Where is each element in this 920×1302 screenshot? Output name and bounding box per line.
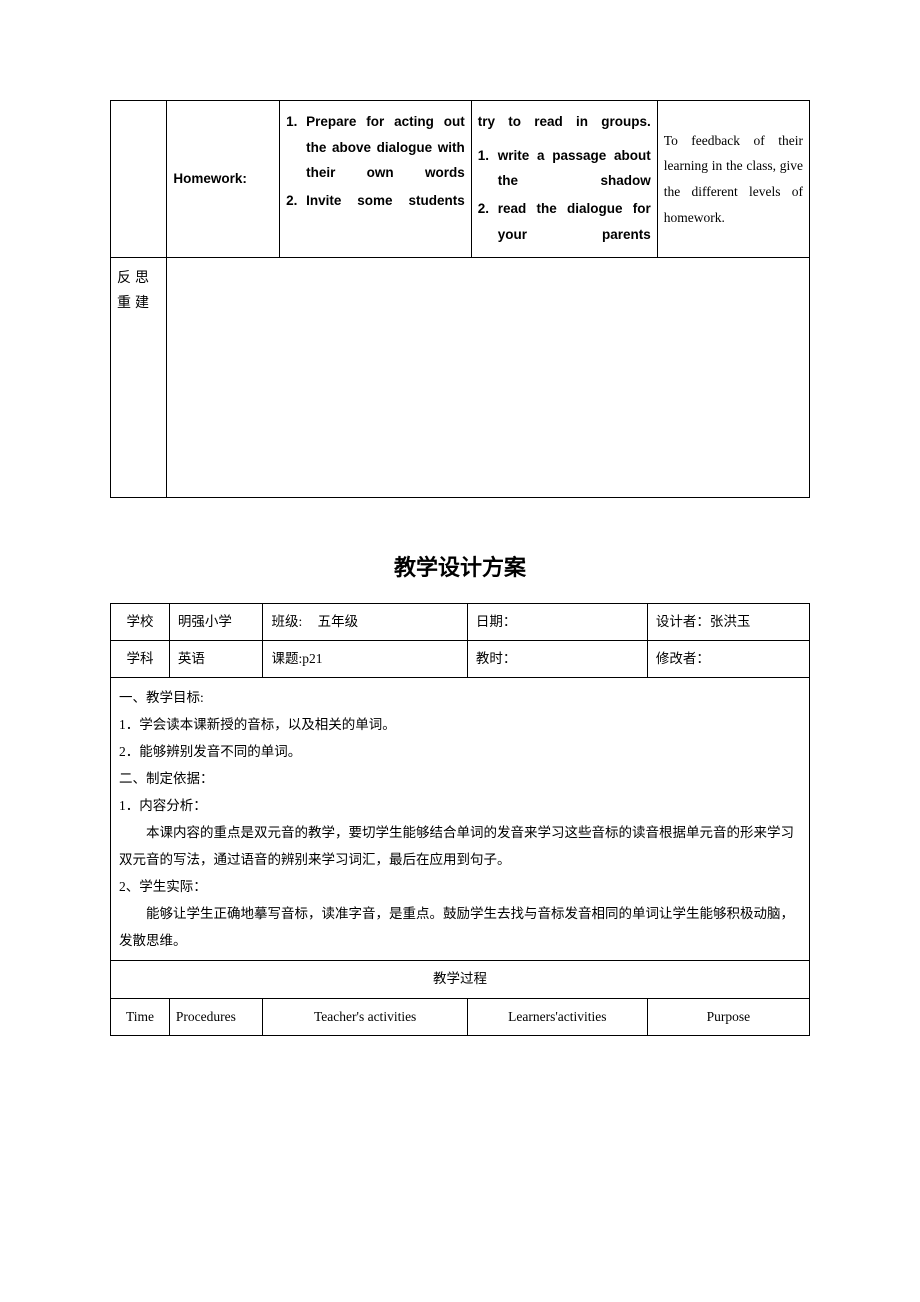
- homework-row: Homework: 1. Prepare for acting out the …: [111, 101, 810, 258]
- reflection-content-cell: [167, 258, 810, 498]
- list-content: read the dialogue for your parents: [498, 196, 651, 247]
- list-item: 2. Invite some students: [286, 188, 465, 214]
- class-label: 班级:: [271, 614, 302, 629]
- content-analysis-text: 本课内容的重点是双元音的教学，要切学生能够结合单词的发音来学习这些音标的读音根据…: [119, 819, 801, 873]
- reviser-label: 修改者：: [647, 641, 809, 678]
- objectives-title: 一、教学目标:: [119, 684, 801, 711]
- lesson-plan-table-1: Homework: 1. Prepare for acting out the …: [110, 100, 810, 498]
- student-reality-title: 2、学生实际：: [119, 873, 801, 900]
- reflection-label-cell: 反思重建: [111, 258, 167, 498]
- reflection-label: 反思重建: [117, 271, 153, 311]
- list-item: 2. read the dialogue for your parents: [478, 196, 651, 247]
- school-label: 学校: [111, 603, 170, 640]
- list-content: write a passage about the shadow: [498, 143, 651, 194]
- learner-activities-column: Learners'activities: [467, 998, 647, 1035]
- lesson-plan-table-2: 学校 明强小学 班级: 五年级 日期： 设计者：张洪玉 学科 英语 课题:p21…: [110, 603, 810, 1036]
- class-value: 五年级: [318, 614, 359, 629]
- list-content: Prepare for acting out the above dialogu…: [306, 109, 465, 186]
- list-number: 1.: [478, 143, 498, 194]
- content-row: 一、教学目标: 1．学会读本课新授的音标，以及相关的单词。 2．能够辨别发音不同…: [111, 678, 810, 961]
- school-value: 明强小学: [169, 603, 263, 640]
- list-number: 2.: [478, 196, 498, 247]
- subject-value: 英语: [169, 641, 263, 678]
- empty-cell: [111, 101, 167, 258]
- header-row-2: 学科 英语 课题:p21 教时： 修改者：: [111, 641, 810, 678]
- purpose-column: Purpose: [647, 998, 809, 1035]
- designer-cell: 设计者：张洪玉: [647, 603, 809, 640]
- list-item: 1. write a passage about the shadow: [478, 143, 651, 194]
- list-number: 1.: [286, 109, 306, 186]
- time-column: Time: [111, 998, 170, 1035]
- homework-label-cell: Homework:: [167, 101, 280, 258]
- learner-homework-cell: try to read in groups. 1. write a passag…: [471, 101, 657, 258]
- period-label: 教时：: [467, 641, 647, 678]
- topic-cell: 课题:p21: [263, 641, 467, 678]
- intro-text: try to read in groups.: [478, 109, 651, 135]
- content-cell: 一、教学目标: 1．学会读本课新授的音标，以及相关的单词。 2．能够辨别发音不同…: [111, 678, 810, 961]
- purpose-text: To feedback of their learning in the cla…: [664, 128, 803, 231]
- teacher-homework-cell: 1. Prepare for acting out the above dial…: [280, 101, 472, 258]
- subject-label: 学科: [111, 641, 170, 678]
- date-label: 日期：: [467, 603, 647, 640]
- reflection-row: 反思重建: [111, 258, 810, 498]
- purpose-cell: To feedback of their learning in the cla…: [657, 101, 809, 258]
- list-content: Invite some students: [306, 188, 465, 214]
- basis-title: 二、制定依据：: [119, 765, 801, 792]
- objective-1: 1．学会读本课新授的音标，以及相关的单词。: [119, 711, 801, 738]
- teacher-activities-column: Teacher's activities: [263, 998, 467, 1035]
- procedures-column: Procedures: [169, 998, 263, 1035]
- student-reality-text: 能够让学生正确地摹写音标，读准字音，是重点。鼓励学生去找与音标发音相同的单词让学…: [119, 900, 801, 954]
- homework-label: Homework:: [173, 171, 247, 186]
- objective-2: 2．能够辨别发音不同的单词。: [119, 738, 801, 765]
- list-item: 1. Prepare for acting out the above dial…: [286, 109, 465, 186]
- process-header-row: 教学过程: [111, 961, 810, 998]
- process-columns-row: Time Procedures Teacher's activities Lea…: [111, 998, 810, 1035]
- list-number: 2.: [286, 188, 306, 214]
- main-title: 教学设计方案: [110, 548, 810, 588]
- class-cell: 班级: 五年级: [263, 603, 467, 640]
- header-row-1: 学校 明强小学 班级: 五年级 日期： 设计者：张洪玉: [111, 603, 810, 640]
- process-header: 教学过程: [111, 961, 810, 998]
- content-analysis-title: 1．内容分析：: [119, 792, 801, 819]
